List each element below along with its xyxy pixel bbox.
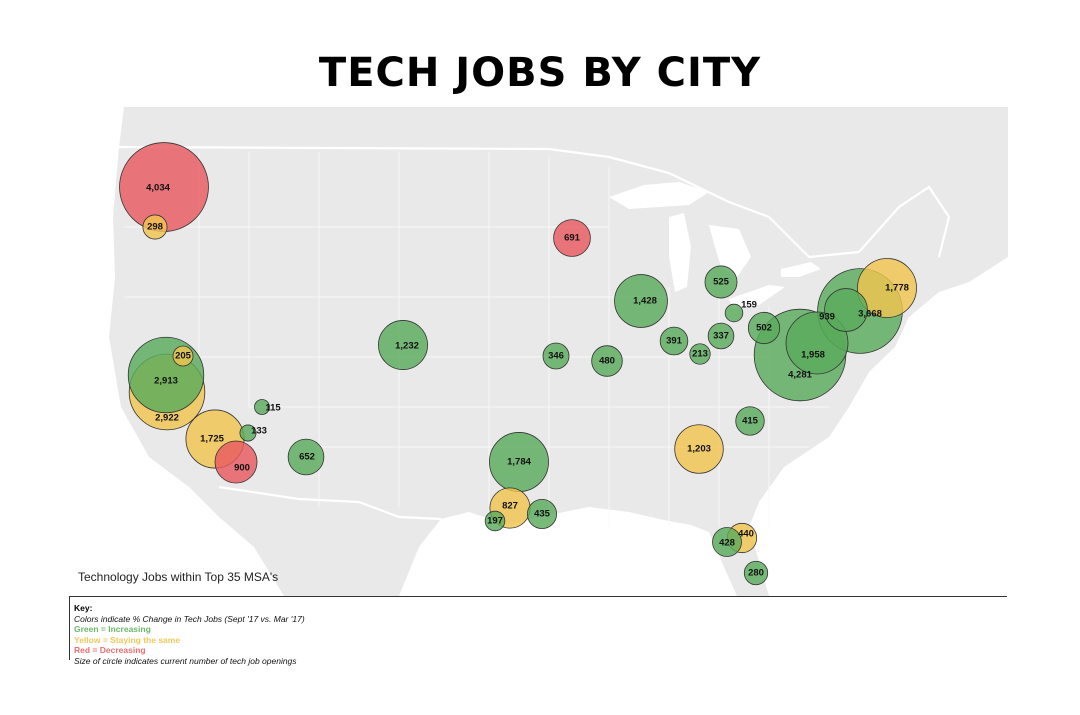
city-bubble-15 — [659, 326, 689, 356]
map-caption: Technology Jobs within Top 35 MSA's — [78, 570, 279, 584]
city-bubble-label-33: 428 — [719, 538, 735, 549]
city-bubble-label-30: 435 — [534, 509, 551, 520]
city-bubble-label-6: 115 — [265, 403, 281, 414]
atlantic-ocean — [749, 257, 1008, 596]
city-bubble-label-9: 900 — [234, 463, 250, 474]
city-bubble-19 — [724, 303, 744, 323]
city-bubble-7 — [239, 424, 257, 442]
city-bubble-label-21: 4,281 — [788, 370, 812, 381]
city-bubble-34 — [743, 560, 769, 586]
city-bubble-1 — [142, 214, 168, 240]
city-bubble-label-1: 298 — [147, 222, 163, 233]
lake-superior — [609, 182, 709, 209]
pacific-ocean — [69, 107, 284, 596]
page-title: TECH JOBS BY CITY — [318, 50, 762, 96]
lake-ontario — [781, 262, 821, 277]
lake-michigan — [669, 213, 691, 292]
city-bubble-30 — [527, 499, 557, 529]
city-bubble-label-12: 346 — [548, 351, 564, 362]
gulf-of-mexico — [399, 507, 737, 596]
lake-erie — [729, 285, 785, 309]
city-bubble-6 — [254, 399, 270, 415]
city-bubble-label-20: 502 — [756, 323, 772, 334]
city-bubble-label-5: 205 — [175, 351, 192, 362]
city-bubble-label-8: 1,725 — [200, 434, 224, 445]
city-bubble-33 — [712, 527, 742, 557]
city-bubble-16 — [689, 343, 711, 365]
city-bubble-12 — [542, 342, 570, 370]
city-bubble-23 — [824, 288, 868, 332]
city-bubble-11 — [378, 320, 428, 370]
city-bubble-2 — [553, 219, 591, 257]
city-bubble-label-25: 1,778 — [885, 283, 909, 294]
city-bubble-label-22: 1,958 — [801, 350, 825, 361]
city-bubble-label-32: 440 — [738, 529, 754, 540]
city-bubble-label-26: 415 — [742, 416, 759, 427]
lake-huron — [709, 225, 751, 277]
city-bubble-label-2: 691 — [564, 233, 581, 244]
city-bubble-label-7: 133 — [251, 426, 267, 437]
city-bubble-label-18: 525 — [713, 277, 730, 288]
city-bubble-label-0: 4,034 — [146, 183, 170, 194]
city-bubble-5 — [172, 345, 194, 367]
city-bubble-17 — [707, 322, 735, 350]
city-bubble-18 — [704, 265, 738, 299]
city-bubble-10 — [287, 438, 325, 476]
city-bubble-14 — [614, 274, 668, 328]
key-size-note: Size of circle indicates current number … — [74, 655, 297, 666]
city-bubble-13 — [591, 345, 623, 377]
city-bubble-25 — [857, 258, 917, 318]
city-bubble-31 — [484, 510, 506, 532]
city-bubble-label-17: 337 — [713, 331, 729, 342]
city-bubble-label-13: 480 — [599, 356, 615, 367]
key-green: Green = Increasing — [74, 624, 151, 634]
city-bubble-label-16: 213 — [692, 349, 708, 360]
city-bubble-label-11: 1,232 — [395, 341, 419, 352]
city-bubble-label-3: 2,922 — [155, 413, 179, 424]
us-border — [118, 145, 951, 259]
city-bubble-label-29: 827 — [502, 501, 518, 512]
city-bubble-26 — [735, 406, 765, 436]
city-bubble-20 — [747, 311, 781, 345]
city-bubble-label-10: 652 — [299, 452, 315, 463]
city-bubbles: 4,034 298 691 2,922 2,913 205 115 133 1,725 900 65… — [119, 142, 917, 586]
city-bubble-27 — [674, 424, 724, 474]
city-bubble-label-34: 280 — [748, 568, 764, 579]
city-bubble-label-24: 3,668 — [858, 309, 882, 320]
map-key: Key: Colors indicate % Change in Tech Jo… — [69, 596, 1007, 666]
city-bubble-label-14: 1,428 — [633, 296, 657, 307]
city-bubble-label-4: 2,913 — [154, 376, 178, 387]
city-bubble-label-23: 939 — [819, 312, 835, 323]
city-bubble-label-31: 197 — [487, 516, 503, 527]
state-borders — [124, 152, 829, 527]
us-map: 4,034 298 691 2,922 2,913 205 115 133 1,725 900 65… — [69, 107, 1008, 596]
mexico-border — [218, 485, 442, 521]
city-bubble-22 — [785, 311, 849, 375]
city-bubble-label-19: 159 — [741, 300, 757, 311]
city-bubble-9 — [214, 440, 258, 484]
city-bubble-label-27: 1,203 — [687, 444, 711, 455]
key-color-note: Colors indicate % Change in Tech Jobs (S… — [74, 613, 305, 624]
key-yellow: Yellow = Staying the same — [74, 634, 181, 645]
key-red: Red = Decreasing — [74, 645, 146, 655]
key-title: Key: — [74, 603, 93, 613]
city-bubble-label-15: 391 — [666, 336, 683, 347]
city-bubble-label-28: 1,784 — [507, 457, 531, 468]
